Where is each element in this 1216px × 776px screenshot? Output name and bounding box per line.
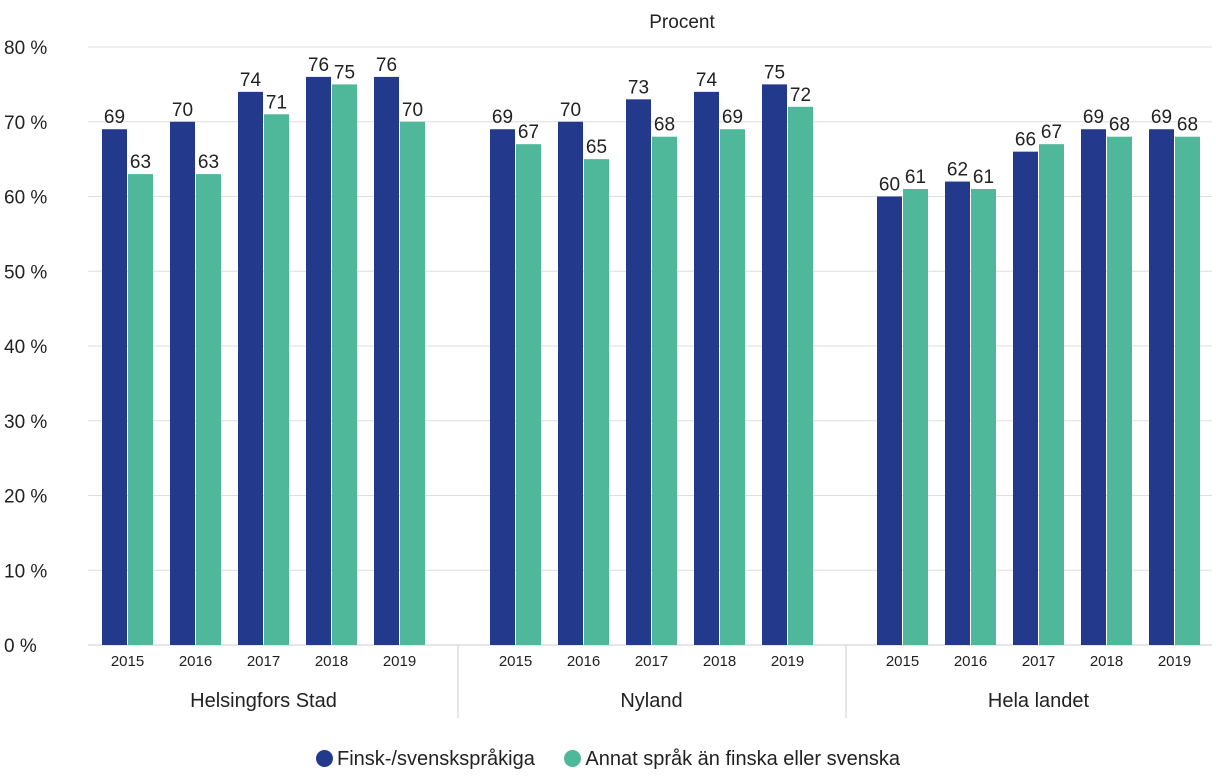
bar [516,144,541,646]
bar [945,181,970,646]
bar [652,136,677,645]
data-label: 70 [402,100,423,121]
bar [170,121,195,645]
data-label: 61 [905,167,926,188]
bar [720,129,745,646]
y-tick-label: 70 % [4,113,47,134]
y-tick-label: 20 % [4,487,47,508]
x-tick-label: 2018 [703,653,736,670]
legend-item-series-2[interactable]: Annat språk än finska eller svenska [564,748,900,771]
bar [238,91,263,646]
bar [1039,144,1064,646]
bar [694,91,719,646]
legend-item-series-1[interactable]: Finsk-/svenskspråkiga [315,748,535,771]
bar [584,159,609,645]
data-label: 74 [240,70,262,91]
data-label: 67 [518,122,539,143]
data-label: 68 [1177,115,1198,136]
group-label: Hela landet [988,690,1090,712]
bar [1081,129,1106,646]
bar [332,84,357,645]
bar [762,84,787,645]
bar [128,174,153,645]
data-label: 61 [973,167,994,188]
bar [102,129,127,646]
y-tick-label: 80 % [4,38,47,59]
data-label: 68 [654,115,675,136]
data-label: 66 [1015,130,1036,151]
y-tick-label: 10 % [4,561,47,582]
data-label: 70 [560,100,581,121]
x-tick-label: 2015 [499,653,532,670]
data-label: 69 [492,107,513,128]
data-label: 69 [1083,107,1104,128]
y-tick-label: 60 % [4,188,47,209]
x-tick-label: 2016 [567,653,600,670]
x-tick-label: 2018 [1090,653,1123,670]
bar [196,174,221,645]
bar [558,121,583,645]
data-label: 65 [586,137,607,158]
y-tick-label: 40 % [4,337,47,358]
x-tick-label: 2019 [383,653,416,670]
bar [788,106,813,646]
x-tick-label: 2016 [954,653,987,670]
data-label: 74 [696,70,718,91]
y-axis-unit-label: Procent [649,12,715,33]
data-label: 67 [1041,122,1062,143]
x-tick-label: 2017 [247,653,280,670]
bar [374,76,399,645]
x-tick-label: 2017 [635,653,668,670]
data-label: 69 [104,107,125,128]
legend: Finsk-/svenskspråkiga Annat språk än fin… [0,748,1216,771]
data-label: 75 [764,62,785,83]
legend-label-series-2: Annat språk än finska eller svenska [585,748,900,770]
data-label: 72 [790,85,811,106]
x-tick-label: 2019 [1158,653,1191,670]
bar [1107,136,1132,645]
legend-swatch-series-2 [564,750,582,767]
bar [1175,136,1200,645]
data-label: 71 [266,92,287,113]
data-label: 62 [947,160,968,181]
bar [1013,151,1038,645]
x-axis: 2015 2016 2017 2018 2019 Helsingfors Stad 2015… [111,645,1191,718]
x-tick-label: 2019 [771,653,804,670]
data-label: 75 [334,62,355,83]
bar [1149,129,1174,646]
bar [626,99,651,645]
legend-swatch-series-1 [315,750,333,767]
bar [306,76,331,645]
data-label: 69 [722,107,743,128]
data-label: 63 [198,152,219,173]
data-label: 69 [1151,107,1172,128]
group-label: Helsingfors Stad [190,690,337,712]
bar [877,196,902,645]
y-tick-label: 0 % [4,636,37,657]
data-label: 60 [879,175,900,196]
y-axis-ticks: 0 % 10 % 20 % 30 % 40 % 50 % 60 % 70 % 80 % [4,38,47,657]
x-tick-label: 2018 [315,653,348,670]
bar [490,129,515,646]
data-label: 76 [376,55,397,76]
data-label: 68 [1109,115,1130,136]
bar [903,189,928,645]
y-tick-label: 30 % [4,412,47,433]
x-tick-label: 2015 [886,653,919,670]
x-tick-label: 2015 [111,653,144,670]
group-label: Nyland [620,690,682,712]
x-tick-label: 2017 [1022,653,1055,670]
data-label: 70 [172,100,193,121]
data-label: 63 [130,152,151,173]
bar [264,114,289,645]
bar [400,121,425,645]
y-tick-label: 50 % [4,262,47,283]
bar [971,189,996,645]
data-label: 76 [308,55,329,76]
data-label: 73 [628,77,649,98]
legend-label-series-1: Finsk-/svenskspråkiga [336,748,535,770]
x-tick-label: 2016 [179,653,212,670]
